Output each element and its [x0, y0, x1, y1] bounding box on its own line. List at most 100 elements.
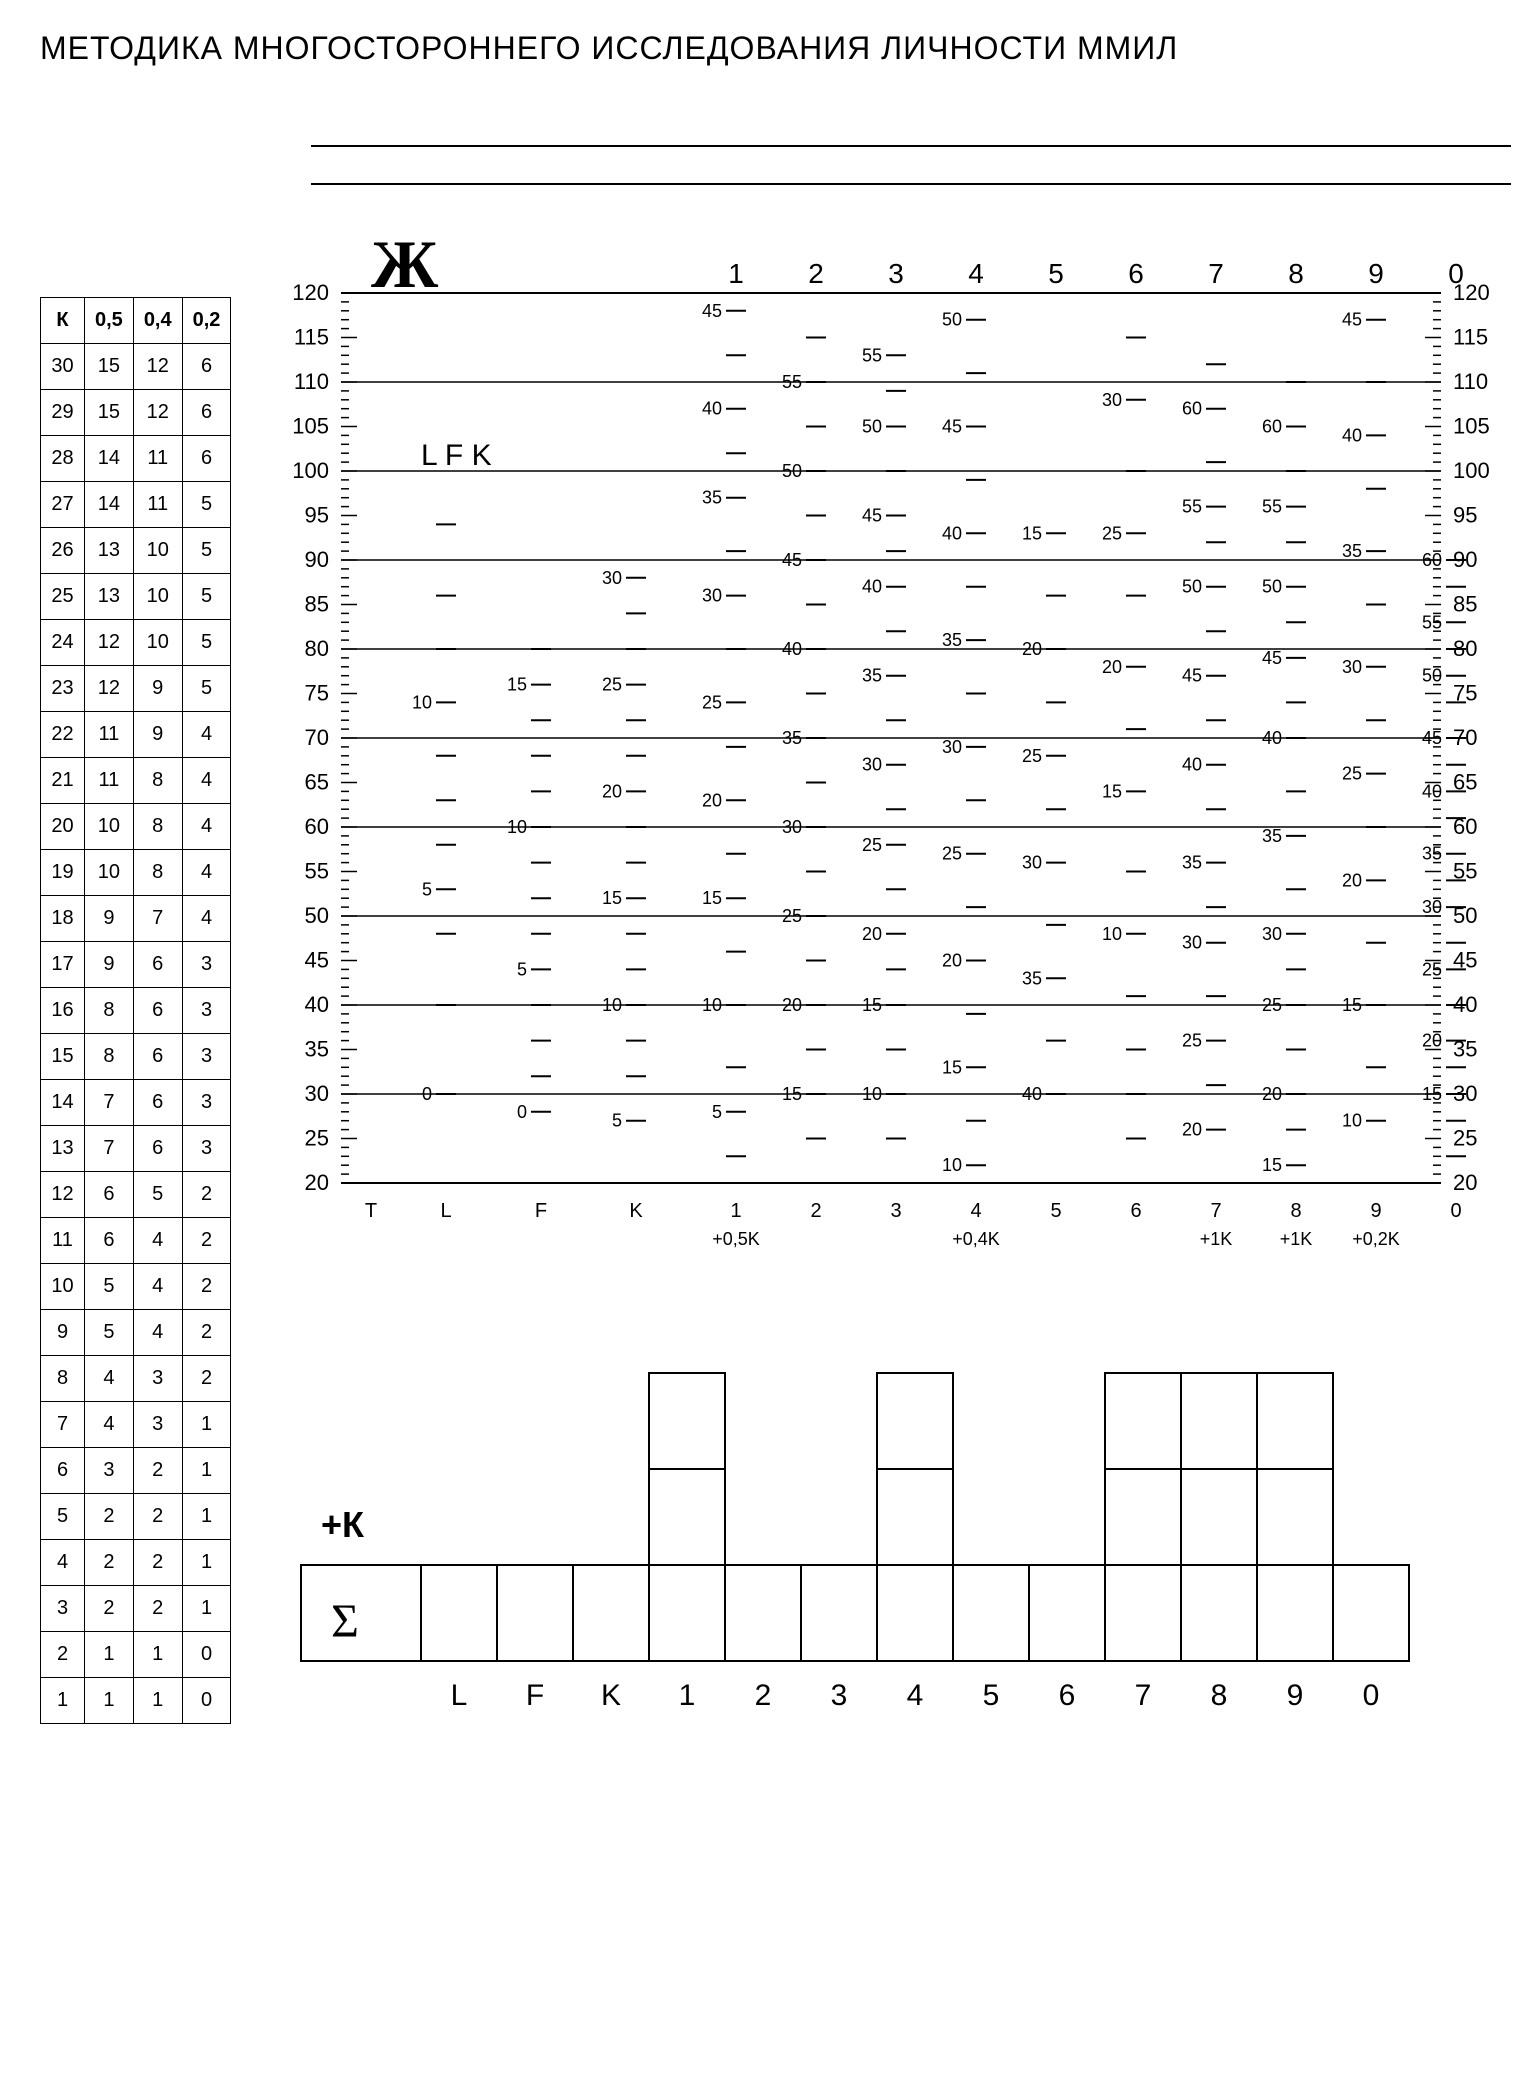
k-table-cell: 18	[41, 896, 85, 942]
summary-col-label: 5	[983, 1679, 1000, 1712]
scale-tick-label: 40	[1182, 755, 1202, 775]
y-axis-label-left: 105	[293, 414, 330, 439]
scale-tick-label: 30	[1422, 897, 1442, 917]
k-table-cell: 14	[41, 1080, 85, 1126]
plus-k-cell[interactable]	[1181, 1469, 1257, 1565]
scale-tick-label: 10	[1102, 924, 1122, 944]
k-table-cell: 3	[182, 988, 231, 1034]
sigma-cell[interactable]	[1105, 1565, 1181, 1661]
sigma-cell[interactable]	[1029, 1565, 1105, 1661]
y-axis-label-left: 55	[305, 859, 329, 884]
scale-tick-label: 40	[1022, 1084, 1042, 1104]
y-axis-label-left: 35	[305, 1037, 329, 1062]
k-table-row: 221194	[41, 712, 231, 758]
sigma-cell[interactable]	[497, 1565, 573, 1661]
k-table-cell: 8	[133, 758, 182, 804]
y-axis-label-left: 115	[294, 325, 329, 350]
k-table-cell: 1	[41, 1678, 85, 1724]
k-table-cell: 8	[133, 804, 182, 850]
plus-k-top-cell[interactable]	[1105, 1373, 1181, 1469]
k-table-cell: 24	[41, 620, 85, 666]
scale-tick-label: 45	[862, 506, 882, 526]
bottom-axis-sublabel: +0,5K	[713, 1229, 761, 1249]
scale-tick-label: 30	[1262, 924, 1282, 944]
scale-tick-label: 30	[782, 817, 802, 837]
y-axis-label-left: 95	[305, 503, 329, 528]
plus-k-top-cell[interactable]	[877, 1373, 953, 1469]
scale-tick-label: 60	[1422, 550, 1442, 570]
y-axis-label-left: 60	[305, 814, 329, 839]
scale-tick-label: 35	[862, 666, 882, 686]
k-table-cell: 12	[85, 620, 134, 666]
k-table-cell: 7	[41, 1402, 85, 1448]
sigma-cell[interactable]	[649, 1565, 725, 1661]
scale-tick-label: 20	[1022, 639, 1042, 659]
sigma-cell[interactable]	[725, 1565, 801, 1661]
scale-tick-label: 20	[1102, 657, 1122, 677]
write-in-line-2[interactable]	[311, 155, 1511, 185]
sigma-cell[interactable]	[1181, 1565, 1257, 1661]
scale-tick-label: 25	[602, 675, 622, 695]
k-table-cell: 14	[85, 436, 134, 482]
sigma-cell[interactable]	[1333, 1565, 1409, 1661]
sigma-cell[interactable]	[801, 1565, 877, 1661]
k-table-row: 8432	[41, 1356, 231, 1402]
scale-tick-label: 35	[1262, 826, 1282, 846]
scale-tick-label: 50	[1422, 666, 1442, 686]
scale-tick-label: 10	[507, 817, 527, 837]
write-in-line-1[interactable]	[311, 117, 1511, 147]
bottom-axis-label: 6	[1131, 1200, 1142, 1222]
k-table-cell: 11	[85, 712, 134, 758]
k-table-cell: 12	[41, 1172, 85, 1218]
scale-tick-label: 10	[412, 692, 432, 712]
k-table-cell: 3	[85, 1448, 134, 1494]
bottom-axis-label: K	[630, 1200, 644, 1222]
scale-tick-label: 15	[507, 675, 527, 695]
plus-k-cell[interactable]	[1257, 1469, 1333, 1565]
k-table-cell: 12	[133, 344, 182, 390]
k-table-row: 3221	[41, 1586, 231, 1632]
lfk-label: L F K	[421, 439, 492, 472]
k-table-cell: 5	[85, 1264, 134, 1310]
sigma-cell[interactable]	[573, 1565, 649, 1661]
plus-k-cell[interactable]	[1105, 1469, 1181, 1565]
sigma-cell[interactable]	[877, 1565, 953, 1661]
k-table-cell: 11	[133, 482, 182, 528]
summary-col-label: 7	[1135, 1679, 1152, 1712]
scale-tick-label: 30	[862, 755, 882, 775]
k-table-cell: 8	[133, 850, 182, 896]
y-axis-label-right: 85	[1453, 592, 1477, 617]
plus-k-top-cell[interactable]	[1181, 1373, 1257, 1469]
k-table-cell: 15	[41, 1034, 85, 1080]
top-scale-label: 5	[1049, 258, 1065, 289]
k-table-row: 17963	[41, 942, 231, 988]
sigma-cell[interactable]	[1257, 1565, 1333, 1661]
plus-k-top-cell[interactable]	[1257, 1373, 1333, 1469]
plus-k-cell[interactable]	[877, 1469, 953, 1565]
y-axis-label-left: 40	[305, 992, 329, 1017]
k-table-cell: 2	[182, 1172, 231, 1218]
scale-tick-label: 15	[942, 1057, 962, 1077]
k-table-row: 2513105	[41, 574, 231, 620]
sigma-cell[interactable]	[421, 1565, 497, 1661]
k-table-cell: 19	[41, 850, 85, 896]
scale-tick-label: 15	[1022, 523, 1042, 543]
summary-col-label: 9	[1287, 1679, 1304, 1712]
sigma-cell[interactable]	[953, 1565, 1029, 1661]
plus-k-top-cell[interactable]	[649, 1373, 725, 1469]
k-table-row: 2613105	[41, 528, 231, 574]
top-scale-label: 7	[1209, 258, 1225, 289]
scale-tick-label: 45	[1182, 666, 1202, 686]
scale-tick-label: 10	[942, 1155, 962, 1175]
scale-tick-label: 35	[1022, 968, 1042, 988]
plus-k-cell[interactable]	[649, 1469, 725, 1565]
k-table-cell: 3	[182, 1080, 231, 1126]
k-table-row: 211184	[41, 758, 231, 804]
k-table-cell: 1	[133, 1678, 182, 1724]
bottom-axis-label: 3	[891, 1200, 902, 1222]
k-table-cell: 2	[85, 1586, 134, 1632]
top-scale-label: 8	[1289, 258, 1305, 289]
summary-grid: +КΣLFK1234567890	[271, 1363, 1511, 1728]
k-table-cell: 3	[182, 942, 231, 988]
y-axis-label-left: 25	[305, 1126, 329, 1151]
